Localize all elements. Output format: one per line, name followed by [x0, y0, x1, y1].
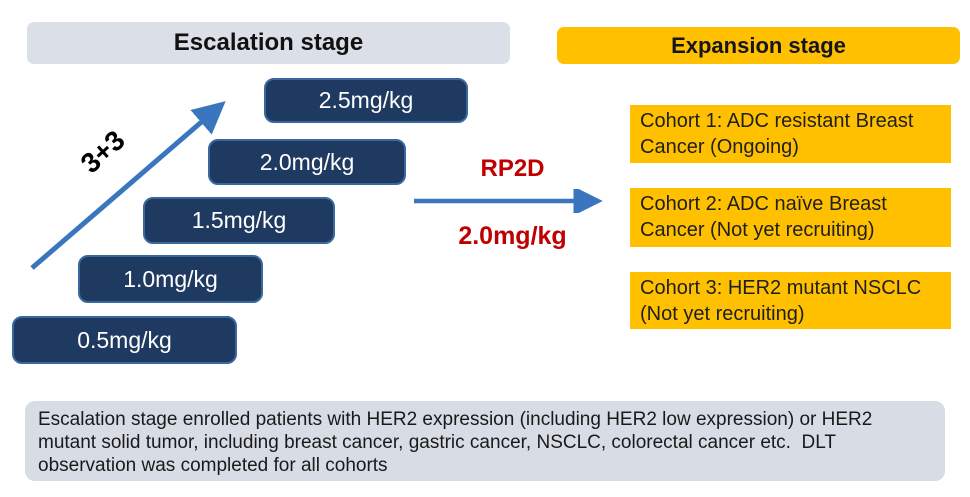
- cohort-2-box: Cohort 2: ADC naïve Breast Cancer (Not y…: [630, 188, 951, 247]
- dose-box-2-5mgkg: 2.5mg/kg: [264, 78, 468, 123]
- cohort-1-box: Cohort 1: ADC resistant Breast Cancer (O…: [630, 105, 951, 163]
- cohort-3-box: Cohort 3: HER2 mutant NSCLC (Not yet rec…: [630, 272, 951, 329]
- rp2d-dose-label: 2.0mg/kg: [458, 222, 567, 250]
- dose-box-1-5mgkg: 1.5mg/kg: [143, 197, 335, 244]
- expansion-stage-header: Expansion stage: [557, 27, 960, 64]
- escalation-stage-header: Escalation stage: [27, 22, 510, 64]
- dose-box-1-0mgkg: 1.0mg/kg: [78, 255, 263, 303]
- footnote-box: Escalation stage enrolled patients with …: [25, 401, 945, 481]
- rp2d-arrow-icon: [414, 189, 603, 213]
- rp2d-label: RP2D: [480, 155, 545, 182]
- dose-escalation-arrow-icon: [30, 101, 226, 270]
- dose-box-2-0mgkg: 2.0mg/kg: [208, 139, 406, 185]
- dose-box-0-5mgkg: 0.5mg/kg: [12, 316, 237, 364]
